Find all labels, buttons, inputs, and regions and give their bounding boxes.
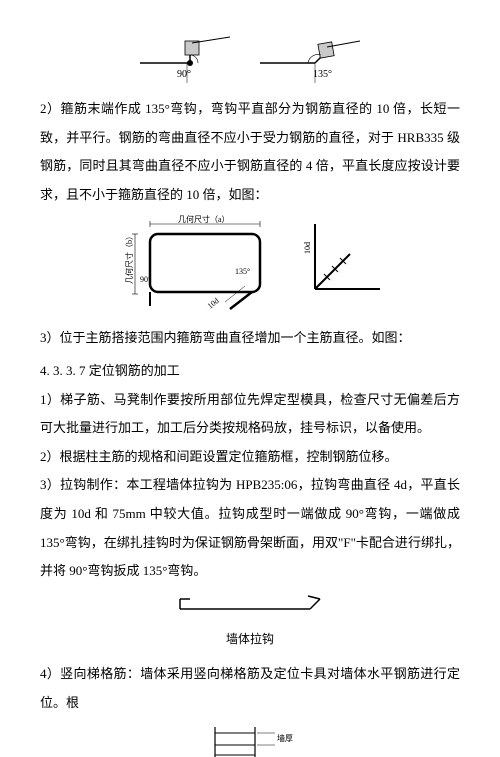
- wall-tie-diagram: [160, 594, 340, 624]
- dim-a-label: 几何尺寸（a）: [178, 214, 230, 224]
- hook-90-diagram: 90°: [135, 35, 235, 85]
- wall-tie-figure: 墙体拉钩: [40, 594, 460, 652]
- paragraph-2: 3）位于主筋搭接范围内箍筋弯曲直径增加一个主筋直径。如图：: [40, 324, 460, 353]
- dim-b-label: 几何尺寸（b）: [124, 232, 134, 284]
- ladder-bar-diagram: 墙厚: [195, 725, 305, 757]
- stirrup-135-label: 135°: [235, 267, 250, 276]
- paragraph-6: 4）竖向梯格筋：墙体采用竖向梯格筋及定位卡具对墙体水平钢筋进行定位。根: [40, 660, 460, 717]
- angle-90-label: 90°: [177, 69, 191, 80]
- paragraph-4: 2）根据柱主筋的规格和间距设置定位箍筋框，控制钢筋位移。: [40, 443, 460, 472]
- section-4337-title: 4. 3. 3. 7 定位钢筋的加工: [40, 357, 460, 386]
- wall-tie-caption: 墙体拉钩: [160, 626, 340, 652]
- stirrup-rectangle-diagram: 几何尺寸（a） 几何尺寸（b） 90° 135° 10d: [110, 214, 280, 314]
- corner-10d-label: 10d: [303, 242, 312, 254]
- ladder-thickness-label: 墙厚: [277, 733, 293, 743]
- corner-detail-diagram: 10d: [300, 214, 390, 314]
- paragraph-5: 3）拉钩制作：本工程墙体拉钩为 HPB235:06，拉钩弯曲直径 4d，平直长度…: [40, 471, 460, 585]
- ladder-bar-figure: 墙厚: [40, 725, 460, 757]
- stirrup-10d-label: 10d: [206, 296, 221, 310]
- stirrup-figure-row: 几何尺寸（a） 几何尺寸（b） 90° 135° 10d 10d: [40, 214, 460, 314]
- top-hook-figure: 90° 135°: [40, 35, 460, 85]
- paragraph-3: 1）梯子筋、马凳制作要按所用部位先焊定型模具，检查尺寸无偏差后方可大批量进行加工…: [40, 386, 460, 443]
- angle-135-label: 135°: [313, 69, 332, 80]
- hook-135-diagram: 135°: [255, 35, 365, 85]
- stirrup-90-label: 90°: [140, 275, 151, 284]
- paragraph-1: 2）箍筋末端作成 135°弯钩，弯钩平直部分为钢筋直径的 10 倍，长短一致，并…: [40, 95, 460, 209]
